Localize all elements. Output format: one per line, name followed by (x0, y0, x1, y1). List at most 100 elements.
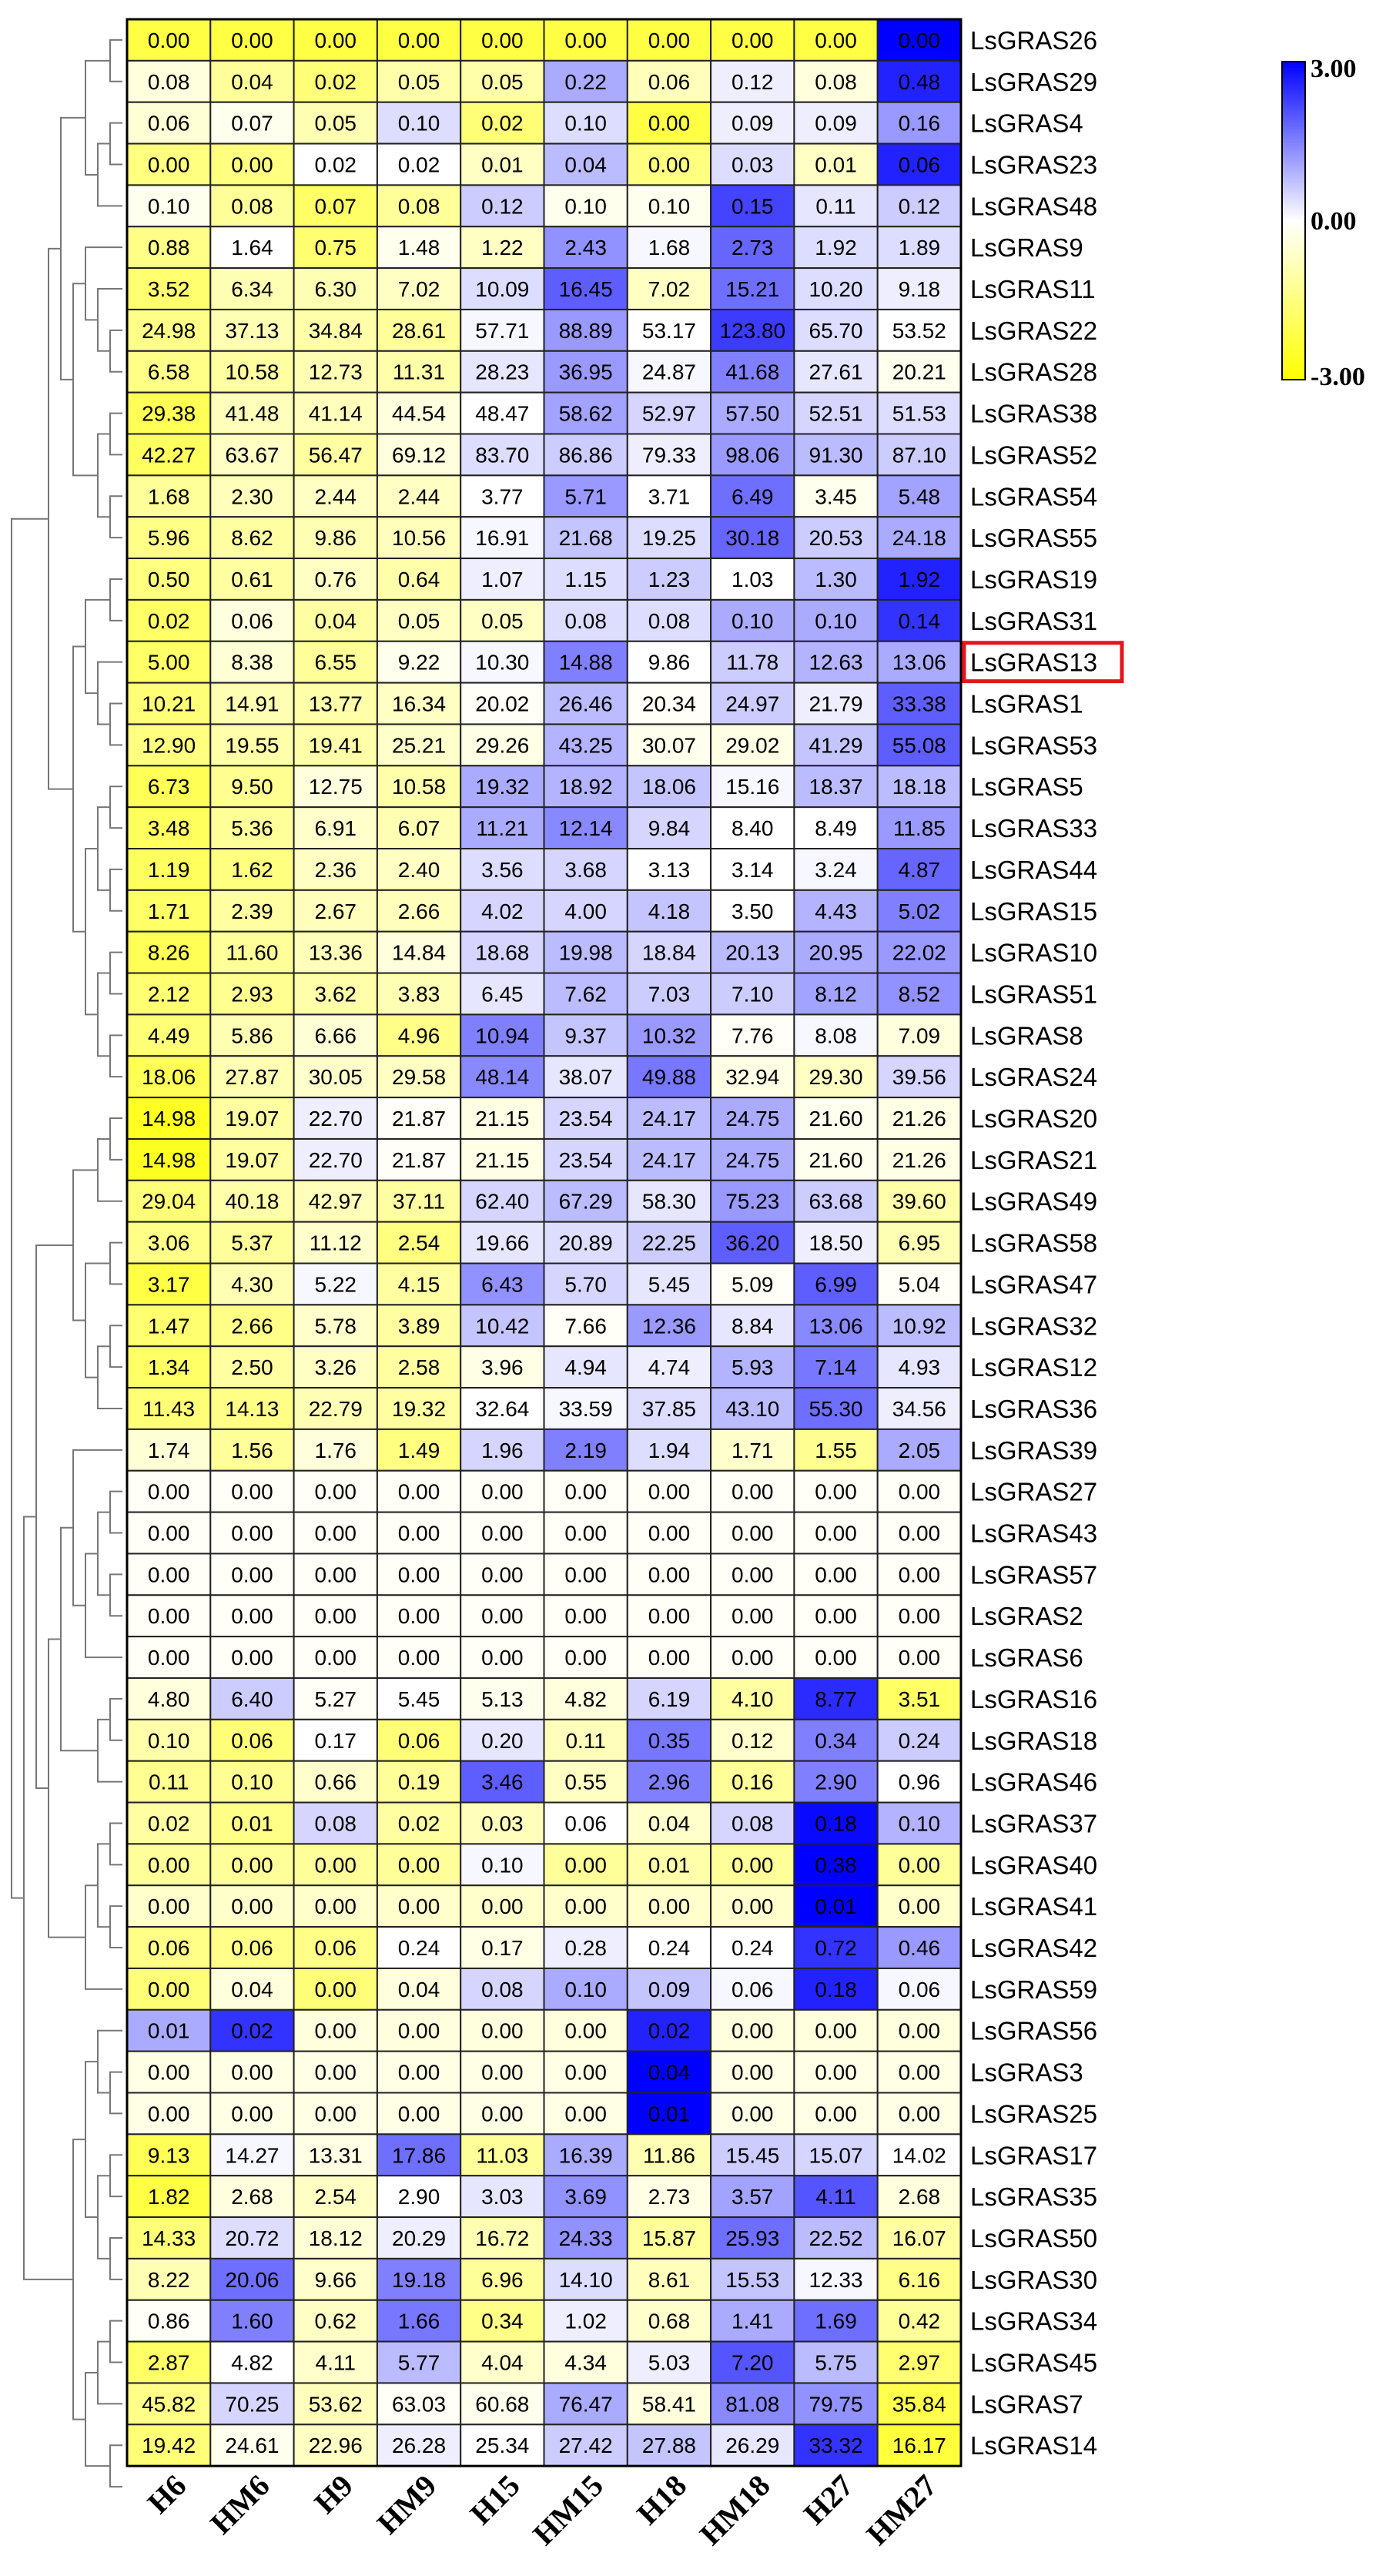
cell-value-label: 19.42 (142, 2434, 196, 2457)
cell-value-label: 6.96 (481, 2268, 524, 2292)
heatmap-cell (293, 2299, 378, 2343)
heatmap-cell (543, 18, 628, 62)
gene-label: LsGRAS25 (970, 2099, 1097, 2128)
cell-value-label: 32.64 (475, 1397, 529, 1421)
heatmap-cell (543, 1221, 628, 1265)
heatmap-cell (543, 391, 628, 435)
cell-value-label: 1.68 (148, 484, 190, 508)
cell-value-label: 15.07 (809, 2143, 863, 2167)
cell-value-label: 10.92 (892, 1314, 946, 1338)
cell-value-label: 20.72 (225, 2226, 279, 2250)
heatmap-cell (460, 2382, 545, 2426)
heatmap-cell (543, 848, 628, 891)
heatmap-cell (293, 889, 378, 933)
cell-value-label: 30.18 (725, 526, 779, 550)
heatmap-cell (209, 848, 295, 891)
column-label: H18 (630, 2468, 693, 2531)
cell-value-label: 0.00 (315, 1604, 357, 1628)
cell-value-label: 20.21 (892, 360, 946, 384)
cell-value-label: 18.06 (642, 775, 696, 799)
heatmap-cell (376, 1055, 462, 1099)
heatmap-cell (710, 1718, 795, 1762)
heatmap-border (126, 18, 963, 2467)
cell-value-label: 21.26 (892, 1107, 946, 1131)
heatmap-cell (543, 1262, 628, 1306)
heatmap-cell (793, 1345, 879, 1389)
cell-value-label: 0.00 (648, 1522, 691, 1546)
heatmap-cell (460, 1884, 545, 1928)
cell-value-label: 4.82 (231, 2351, 273, 2375)
cell-value-label: 0.00 (148, 1894, 190, 1918)
heatmap-cell (376, 267, 462, 310)
cell-value-label: 2.54 (315, 2185, 357, 2209)
cell-value-label: 1.69 (815, 2310, 857, 2333)
cell-value-label: 21.68 (559, 526, 613, 550)
heatmap-cell (126, 1137, 212, 1181)
heatmap-cell (710, 1221, 795, 1265)
heatmap-cell (293, 101, 378, 145)
heatmap-cell (710, 889, 795, 933)
heatmap-cell (460, 1926, 545, 1969)
cell-value-label: 0.00 (398, 1604, 440, 1628)
cell-value-label: 21.26 (892, 1148, 946, 1172)
heatmap-cell (876, 598, 962, 642)
cell-value-label: 0.00 (899, 2102, 941, 2125)
heatmap-cell (876, 18, 962, 62)
cell-value-label: 21.15 (475, 1148, 529, 1172)
heatmap-cell (460, 1760, 545, 1804)
cell-value-label: 0.00 (481, 1480, 524, 1504)
heatmap-cell (793, 308, 879, 352)
cell-value-label: 5.93 (732, 1355, 774, 1379)
heatmap-cell (460, 972, 545, 1016)
heatmap-cell (126, 558, 212, 601)
heatmap-cell (876, 1013, 962, 1057)
heatmap-cell (793, 1843, 879, 1887)
gene-label: LsGRAS58 (970, 1229, 1097, 1258)
heatmap-cell (376, 1801, 462, 1845)
cell-value-label: 6.99 (815, 1272, 857, 1296)
cell-value-label: 0.10 (231, 1770, 273, 1794)
heatmap-cell (376, 1967, 462, 2011)
heatmap-cell (543, 1013, 628, 1057)
heatmap-cell (710, 2340, 795, 2384)
cell-value-label: 1.49 (398, 1439, 440, 1462)
cell-value-label: 0.38 (815, 1853, 857, 1877)
heatmap-cell (209, 1221, 295, 1265)
cell-value-label: 0.00 (481, 1646, 524, 1670)
cell-value-label: 5.48 (899, 484, 941, 508)
cell-value-label: 0.00 (648, 1480, 691, 1504)
heatmap-cell (626, 2175, 712, 2219)
cell-value-label: 0.08 (732, 1811, 774, 1835)
cell-value-label: 0.00 (148, 1563, 190, 1586)
heatmap-cell (710, 1097, 795, 1140)
gene-label: LsGRAS15 (970, 897, 1097, 926)
cell-value-label: 1.41 (732, 2310, 774, 2333)
heatmap-cell (543, 1760, 628, 1804)
cell-value-label: 26.29 (725, 2434, 779, 2457)
cell-value-label: 19.98 (559, 941, 613, 965)
cell-value-label: 9.86 (315, 526, 357, 550)
cell-value-label: 21.15 (475, 1107, 529, 1131)
dendrogram-branch (109, 1241, 122, 1285)
cell-value-label: 0.00 (148, 152, 190, 176)
heatmap-cell (710, 1387, 795, 1430)
cell-value-label: 10.21 (142, 692, 196, 716)
cell-value-label: 5.96 (148, 526, 190, 550)
heatmap-cell (710, 2257, 795, 2301)
gene-label: LsGRAS41 (970, 1892, 1097, 1921)
cell-value-label: 3.17 (148, 1272, 190, 1296)
cell-value-label: 0.02 (648, 2019, 691, 2043)
cell-value-label: 48.47 (475, 402, 529, 426)
cell-value-label: 39.56 (892, 1065, 946, 1089)
dendrogram-branch (109, 1117, 122, 1161)
cell-value-label: 1.03 (732, 568, 774, 591)
heatmap-cell (876, 1636, 962, 1679)
cell-value-label: 0.19 (398, 1770, 440, 1794)
heatmap-cell (376, 474, 462, 518)
cell-value-label: 0.00 (732, 1853, 774, 1877)
cell-value-label: 0.00 (148, 1604, 190, 1628)
heatmap-cell (126, 2424, 212, 2467)
gene-labels: LsGRAS26 LsGRAS29 LsGRAS4 LsGRAS23 LsGRAS48 L… (970, 26, 1097, 2460)
cell-value-label: 4.11 (815, 2185, 855, 2209)
heatmap-cell (710, 1055, 795, 1099)
